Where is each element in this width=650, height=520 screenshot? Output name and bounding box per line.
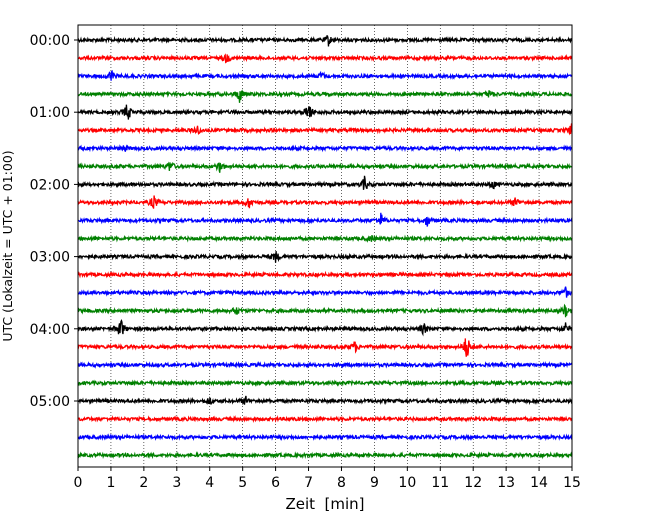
x-tick-label: 14 (530, 475, 548, 491)
trace-line (77, 212, 573, 227)
y-tick-label: 00:00 (30, 33, 70, 49)
y-axis: 00:00 01:00 02:00 03:00 04:00 05:00 (30, 33, 78, 410)
trace-line (77, 270, 573, 279)
x-axis-label: Zeit [min] (285, 495, 364, 513)
trace-line (77, 35, 573, 47)
y-tick-label: 02:00 (30, 177, 70, 193)
x-tick-label: 7 (304, 475, 313, 491)
trace-line (77, 144, 573, 153)
y-tick-label: 01:00 (30, 105, 70, 121)
x-tick-label: 2 (139, 475, 148, 491)
trace-line (77, 303, 573, 318)
trace-line (77, 161, 573, 173)
trace-line (77, 360, 573, 369)
x-tick-label: 12 (464, 475, 482, 491)
x-tick-label: 13 (497, 475, 515, 491)
trace-line (77, 104, 573, 120)
trace-line (77, 234, 573, 243)
x-tick-label: 10 (398, 475, 416, 491)
y-tick-label: 05:00 (30, 394, 70, 410)
x-tick-label: 9 (370, 475, 379, 491)
x-tick-label: 11 (431, 475, 449, 491)
y-axis-label: UTC (Lokalzeit = UTC + 01:00) (0, 150, 15, 341)
x-tick-label: 8 (337, 475, 346, 491)
trace-line (77, 123, 573, 136)
x-axis: 0 1 2 3 4 5 6 7 8 9 10 11 12 13 14 15 (74, 467, 581, 491)
trace-line (77, 378, 573, 388)
x-tick-label: 0 (74, 475, 83, 491)
trace-line (77, 318, 573, 337)
trace-line (77, 69, 573, 81)
x-tick-label: 1 (106, 475, 115, 491)
trace-line (77, 175, 573, 190)
x-tick-label: 15 (563, 475, 581, 491)
trace-line (77, 395, 573, 406)
traces (77, 35, 573, 460)
trace-line (77, 415, 573, 424)
trace-line (77, 251, 573, 263)
y-tick-label: 03:00 (30, 250, 70, 266)
trace-line (77, 433, 573, 442)
trace-line (77, 286, 573, 298)
trace-line (77, 89, 573, 103)
trace-line (77, 451, 573, 460)
x-tick-label: 3 (172, 475, 181, 491)
plot-frame (77, 24, 573, 468)
trace-line (77, 195, 573, 209)
x-tick-label: 6 (271, 475, 280, 491)
trace-line (77, 338, 573, 357)
trace-line (77, 53, 573, 64)
y-tick-label: 04:00 (30, 322, 70, 338)
x-tick-label: 4 (205, 475, 214, 491)
x-tick-label: 5 (238, 475, 247, 491)
